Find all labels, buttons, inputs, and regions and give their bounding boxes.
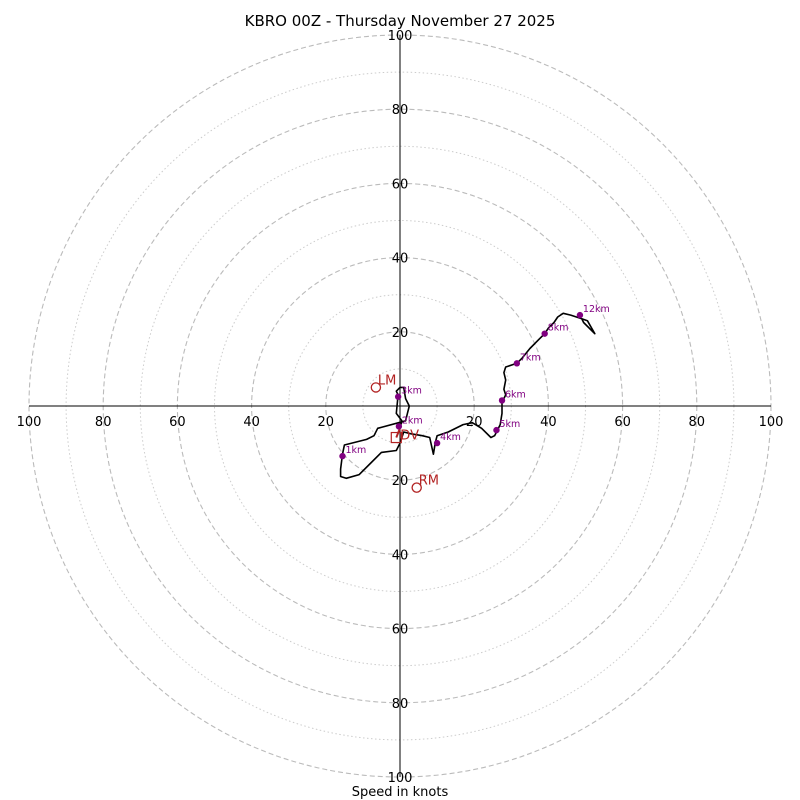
tick-label-bottom-80: 80 — [392, 697, 409, 712]
height-label-12km: 12km — [583, 304, 610, 315]
height-label-7km: 7km — [520, 352, 541, 363]
height-marker-3km — [394, 393, 402, 400]
height-marker-4km — [433, 439, 441, 447]
tick-label-right-60: 60 — [614, 415, 631, 430]
tick-label-left-100: 100 — [17, 415, 42, 430]
tick-label-bottom-40: 40 — [392, 548, 409, 563]
chart-title: KBRO 00Z - Thursday November 27 2025 — [245, 12, 556, 30]
height-marker-12km — [576, 311, 584, 319]
height-marker-8km — [541, 330, 548, 337]
tick-label-top-80: 80 — [392, 103, 409, 118]
tick-label-left-40: 40 — [243, 415, 260, 430]
tick-label-top-100: 100 — [388, 29, 413, 44]
height-label-3km: 3km — [401, 386, 422, 397]
height-label-5km: 5km — [499, 419, 520, 430]
axes — [29, 35, 771, 777]
tick-label-top-40: 40 — [392, 252, 409, 267]
storm-motion-markers: LM RM DV — [370, 373, 439, 493]
height-label-2km: 2km — [402, 415, 423, 426]
hodograph-line — [339, 312, 596, 480]
tick-label-bottom-100: 100 — [388, 771, 413, 786]
tick-label-left-20: 20 — [318, 415, 335, 430]
tick-label-left-60: 60 — [169, 415, 186, 430]
height-marker-2km — [395, 423, 403, 430]
storm-marker-RM — [411, 482, 422, 493]
tick-label-bottom-20: 20 — [392, 474, 409, 489]
tick-label-bottom-60: 60 — [392, 623, 409, 638]
tick-label-right-100: 100 — [759, 415, 784, 430]
storm-label-RM: RM — [419, 474, 439, 489]
tick-label-top-60: 60 — [392, 177, 409, 192]
shear-label-DV: DV — [400, 429, 419, 444]
height-label-6km: 6km — [505, 389, 526, 400]
height-label-4km: 4km — [440, 432, 461, 443]
tick-label-right-80: 80 — [689, 415, 706, 430]
height-marker-5km — [493, 426, 500, 434]
tick-label-top-20: 20 — [392, 326, 409, 341]
height-label-8km: 8km — [548, 323, 569, 334]
x-axis-label: Speed in knots — [352, 785, 449, 800]
height-marker-1km — [339, 452, 346, 460]
storm-label-LM: LM — [378, 373, 396, 388]
height-marker-6km — [498, 397, 506, 404]
storm-marker-LM — [370, 382, 382, 393]
height-markers: 1km 3km 2km 4km 5km 6km 7km 8km 12km — [339, 304, 610, 460]
wind-trace — [339, 312, 596, 480]
tick-label-right-40: 40 — [540, 415, 557, 430]
tick-label-left-80: 80 — [95, 415, 112, 430]
height-label-1km: 1km — [345, 445, 366, 456]
shear-marker-DV — [390, 431, 402, 444]
height-marker-7km — [513, 360, 521, 367]
